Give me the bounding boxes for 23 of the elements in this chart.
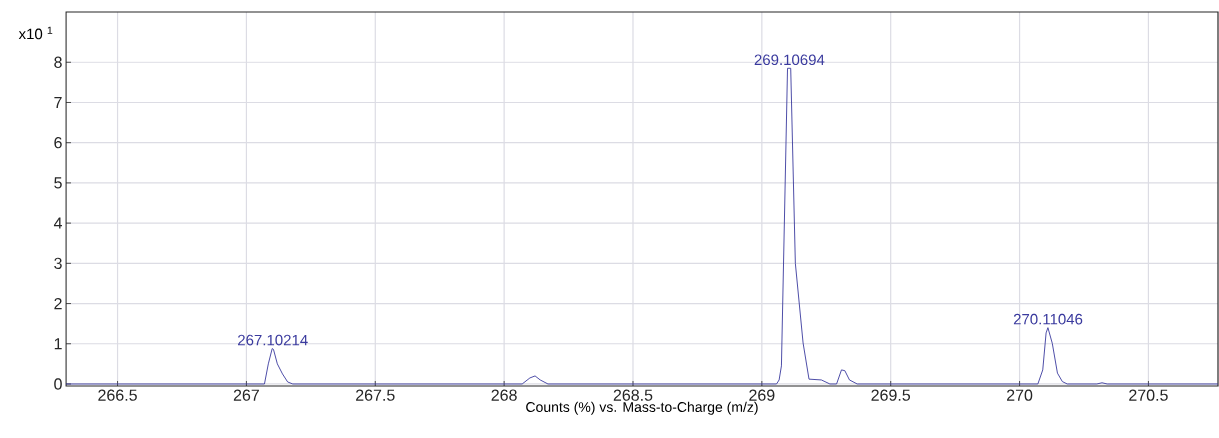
y-tick-label: 3 xyxy=(54,257,62,269)
y-tick-label: 4 xyxy=(53,217,62,229)
x-tick-label: 269 xyxy=(749,389,775,401)
y-tick-label: 5 xyxy=(54,177,62,189)
y-tick-label: 6 xyxy=(54,137,62,149)
y-tick-label: 2 xyxy=(54,297,62,310)
x-tick-label: 267 xyxy=(233,389,259,401)
x-axis-title: Counts (%) vs. Mass-to-Charge (m/z) xyxy=(526,401,758,415)
x-tick-label: 268 xyxy=(491,389,517,401)
annotation: 267.10214 xyxy=(238,334,308,346)
y-tick-label: 1 xyxy=(54,338,62,350)
x-tick-label: 270.5 xyxy=(1129,389,1168,401)
y-tick-label: 8 xyxy=(54,56,62,68)
x-tick-label: 269.5 xyxy=(871,389,911,401)
y-tick-label: 0 xyxy=(54,378,62,390)
x-tick-label: 270 xyxy=(1007,389,1033,401)
x-tick-label: 267.5 xyxy=(356,389,395,401)
annotation: 269.10694 xyxy=(754,54,825,66)
y-tick-label: 7 xyxy=(54,96,62,108)
x-tick-label: 266.5 xyxy=(98,389,137,401)
x-tick-label: 268.5 xyxy=(613,389,653,401)
y-axis-title: x10 $^{1}$ xyxy=(18,26,53,40)
annotation: 270.11046 xyxy=(1013,313,1083,325)
